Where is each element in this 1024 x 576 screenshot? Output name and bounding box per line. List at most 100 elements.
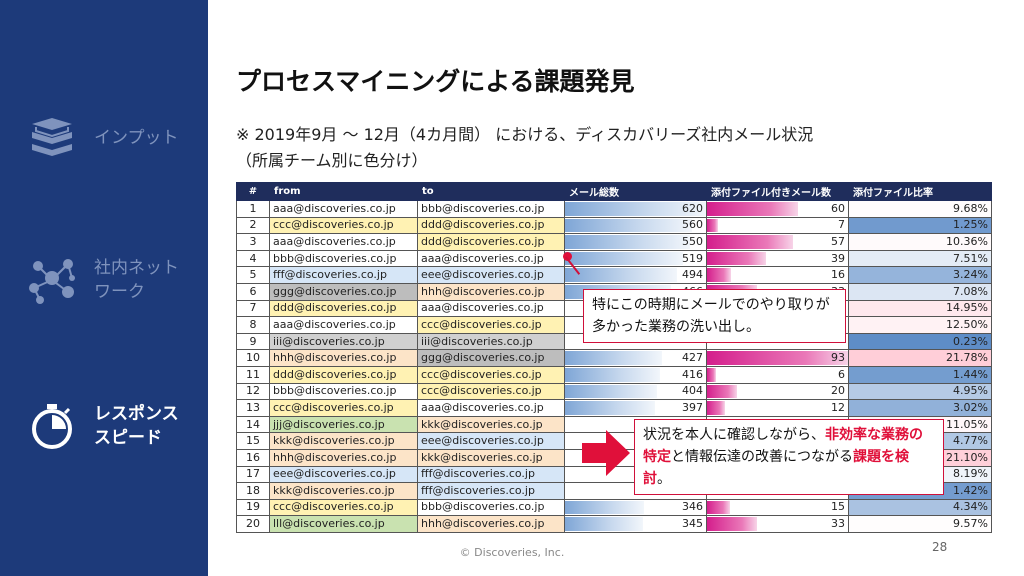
attach-count-bar <box>707 252 766 266</box>
attach-count-value: 16 <box>831 268 845 281</box>
to-cell: kkk@discoveries.co.jp <box>418 449 565 466</box>
mail-total-value: 397 <box>682 401 703 414</box>
table-row: 13 ccc@discoveries.co.jp aaa@discoveries.c… <box>237 400 992 417</box>
table-row: 19 ccc@discoveries.co.jp bbb@discoveries.c… <box>237 499 992 516</box>
row-number: 4 <box>237 250 270 267</box>
mail-total-cell: 620 <box>565 201 707 218</box>
col-header-from: from <box>270 183 418 201</box>
table-row: 3 aaa@discoveries.co.jp ddd@discoveries.co… <box>237 234 992 251</box>
books-icon <box>24 110 80 166</box>
to-cell: aaa@discoveries.co.jp <box>418 250 565 267</box>
row-number: 18 <box>237 483 270 500</box>
callout-bottom-text: 状況を本人に確認しながら、 <box>643 427 825 443</box>
table-row: 20 lll@discoveries.co.jp hhh@discoveries.c… <box>237 516 992 533</box>
to-cell: eee@discoveries.co.jp <box>418 433 565 450</box>
mail-total-bar <box>565 368 660 382</box>
attach-ratio-cell: 21.78% <box>849 350 992 367</box>
mail-total-cell: 519 <box>565 250 707 267</box>
from-cell: lll@discoveries.co.jp <box>270 516 418 533</box>
mail-total-bar <box>565 351 662 365</box>
row-number: 12 <box>237 383 270 400</box>
from-cell: aaa@discoveries.co.jp <box>270 201 418 218</box>
sidebar: インプット 社内ネット ワーク <box>0 0 208 576</box>
from-cell: ccc@discoveries.co.jp <box>270 217 418 234</box>
table-header-row: # from to メール総数 添付ファイル付きメール数 添付ファイル比率 <box>237 183 992 201</box>
mail-total-bar <box>565 219 692 233</box>
nav-item-input[interactable]: インプット <box>24 110 179 166</box>
mail-total-value: 519 <box>682 252 703 265</box>
from-cell: hhh@discoveries.co.jp <box>270 449 418 466</box>
mail-total-cell: 397 <box>565 400 707 417</box>
attach-ratio-cell: 10.36% <box>849 234 992 251</box>
attach-count-value: 33 <box>831 517 845 530</box>
attach-count-cell: 20 <box>707 383 849 400</box>
page-number: 28 <box>932 540 947 554</box>
attach-count-bar <box>707 517 757 531</box>
from-cell: jjj@discoveries.co.jp <box>270 416 418 433</box>
attach-ratio-cell: 3.24% <box>849 267 992 284</box>
table-row: 4 bbb@discoveries.co.jp aaa@discoveries.co… <box>237 250 992 267</box>
table-row: 12 bbb@discoveries.co.jp ccc@discoveries.c… <box>237 383 992 400</box>
attach-ratio-cell: 0.23% <box>849 333 992 350</box>
footer-copyright: © Discoveries, Inc. <box>0 546 1024 559</box>
attach-count-bar <box>707 219 718 233</box>
row-number: 6 <box>237 283 270 300</box>
attach-count-cell: 60 <box>707 201 849 218</box>
table-row: 1 aaa@discoveries.co.jp bbb@discoveries.co… <box>237 201 992 218</box>
attach-count-bar <box>707 268 731 282</box>
from-cell: bbb@discoveries.co.jp <box>270 383 418 400</box>
mail-total-bar <box>565 401 655 415</box>
to-cell: ccc@discoveries.co.jp <box>418 317 565 334</box>
mail-total-value: 494 <box>682 268 703 281</box>
to-cell: ccc@discoveries.co.jp <box>418 383 565 400</box>
row-number: 9 <box>237 333 270 350</box>
col-header-attach-ratio: 添付ファイル比率 <box>849 183 992 201</box>
nav-item-response-speed[interactable]: レスポンス スピード <box>24 398 179 454</box>
nav-item-network[interactable]: 社内ネット ワーク <box>24 252 179 308</box>
row-number: 3 <box>237 234 270 251</box>
attach-count-value: 20 <box>831 384 845 397</box>
from-cell: iii@discoveries.co.jp <box>270 333 418 350</box>
from-cell: kkk@discoveries.co.jp <box>270 433 418 450</box>
row-number: 19 <box>237 499 270 516</box>
row-number: 15 <box>237 433 270 450</box>
to-cell: iii@discoveries.co.jp <box>418 333 565 350</box>
attach-count-bar <box>707 501 730 515</box>
callout-bottom-text: 。 <box>657 471 671 487</box>
mail-total-bar <box>565 252 683 266</box>
attach-ratio-cell: 1.44% <box>849 366 992 383</box>
mail-total-bar <box>565 517 643 531</box>
row-number: 10 <box>237 350 270 367</box>
col-header-mail-total: メール総数 <box>565 183 707 201</box>
to-cell: ggg@discoveries.co.jp <box>418 350 565 367</box>
attach-count-cell: 39 <box>707 250 849 267</box>
to-cell: aaa@discoveries.co.jp <box>418 300 565 317</box>
nav-label: レスポンス スピード <box>94 402 179 450</box>
attach-count-value: 57 <box>831 235 845 248</box>
mail-total-value: 550 <box>682 235 703 248</box>
attach-count-cell: 16 <box>707 267 849 284</box>
attach-count-bar <box>707 385 737 399</box>
mail-total-cell: 404 <box>565 383 707 400</box>
mail-total-cell: 427 <box>565 350 707 367</box>
attach-count-bar <box>707 368 716 382</box>
row-number: 7 <box>237 300 270 317</box>
from-cell: hhh@discoveries.co.jp <box>270 350 418 367</box>
to-cell: eee@discoveries.co.jp <box>418 267 565 284</box>
nav-label: 社内ネット ワーク <box>94 256 179 304</box>
row-number: 17 <box>237 466 270 483</box>
to-cell: hhh@discoveries.co.jp <box>418 283 565 300</box>
attach-count-value: 93 <box>831 351 845 364</box>
table-row: 10 hhh@discoveries.co.jp ggg@discoveries.c… <box>237 350 992 367</box>
attach-count-value: 7 <box>838 218 845 231</box>
mail-total-value: 346 <box>682 500 703 513</box>
table-row: 2 ccc@discoveries.co.jp ddd@discoveries.co… <box>237 217 992 234</box>
mail-total-cell: 345 <box>565 516 707 533</box>
mail-total-cell: 550 <box>565 234 707 251</box>
attach-ratio-cell: 9.68% <box>849 201 992 218</box>
attach-count-cell: 93 <box>707 350 849 367</box>
arrow-right-icon <box>582 430 630 476</box>
row-number: 14 <box>237 416 270 433</box>
attach-count-bar <box>707 351 848 365</box>
from-cell: aaa@discoveries.co.jp <box>270 234 418 251</box>
